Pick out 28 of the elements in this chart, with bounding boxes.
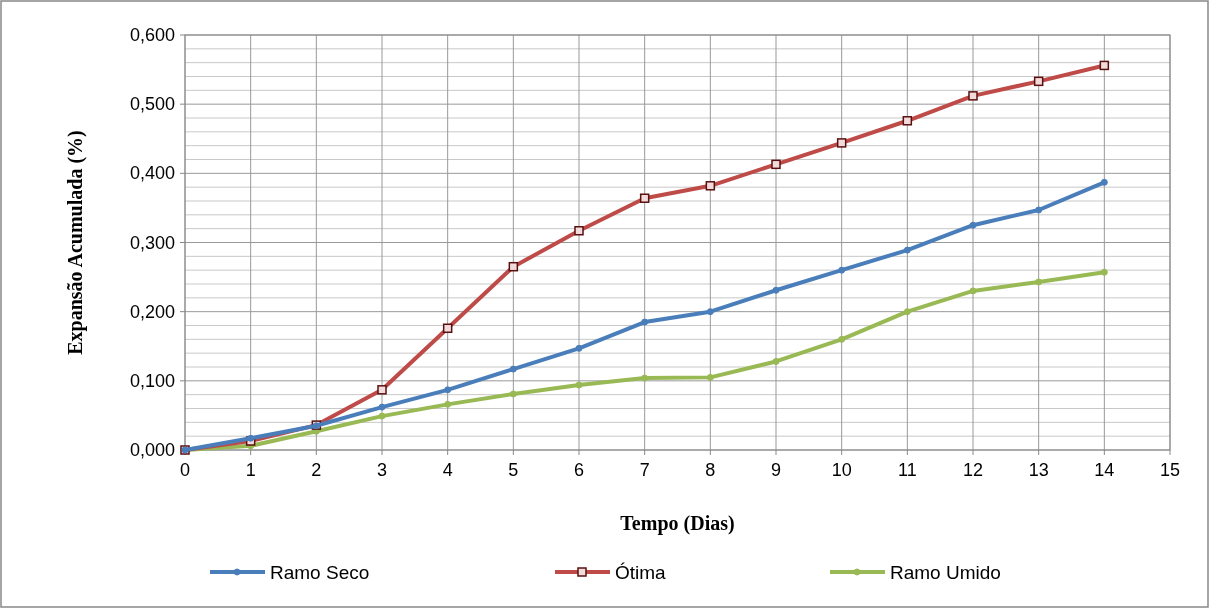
x-tick-label: 13	[1028, 460, 1049, 480]
legend-label: Ramo Seco	[270, 562, 370, 583]
x-tick-label: 3	[376, 460, 388, 480]
x-tick-label: 14	[1094, 460, 1115, 480]
y-tick-label: 0,500	[129, 94, 175, 115]
x-tick-label: 0	[179, 460, 191, 480]
legend-label: Ótima	[615, 562, 667, 583]
x-tick-label: 12	[962, 460, 984, 480]
x-tick-label: 6	[573, 460, 585, 480]
x-tick-label: 1	[245, 460, 256, 480]
x-tick-label: 15	[1159, 460, 1181, 480]
x-tick-label: 9	[770, 460, 782, 480]
x-tick-label: 8	[705, 460, 716, 480]
x-tick-label: 7	[639, 460, 650, 480]
x-tick-label: 4	[442, 460, 453, 480]
x-tick-label: 11	[897, 460, 917, 480]
x-tick-label: 2	[311, 460, 322, 480]
y-tick-label: 0,600	[129, 25, 175, 45]
x-axis-title: Tempo (Dias)	[620, 512, 735, 535]
x-tick-label: 10	[831, 460, 852, 480]
y-tick-label: 0,300	[129, 232, 175, 253]
x-tick-label: 5	[508, 460, 519, 480]
y-tick-label: 0,400	[129, 163, 175, 184]
y-tick-label: 0,200	[129, 301, 175, 322]
y-tick-label: 0,100	[129, 370, 175, 391]
y-axis-title: Expansão Acumulada (%)	[64, 130, 87, 355]
y-tick-label: 0,000	[129, 440, 175, 460]
legend-label: Ramo Umido	[890, 562, 1001, 583]
